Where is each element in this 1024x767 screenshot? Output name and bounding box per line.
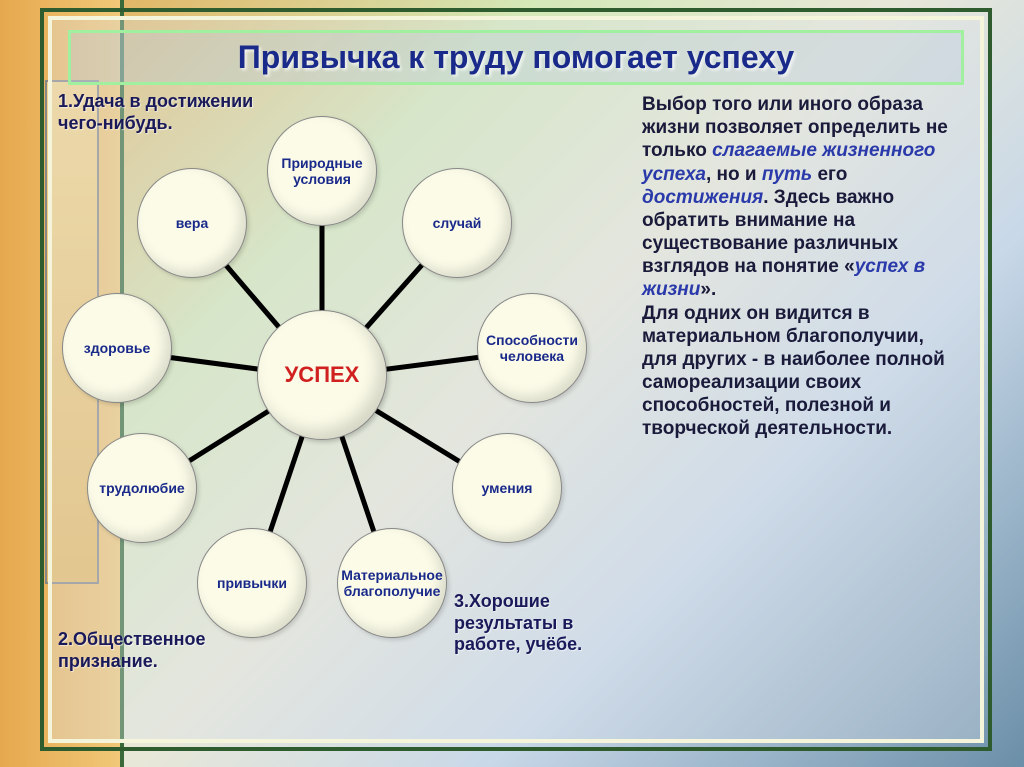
node-chance: случай [402,168,512,278]
desc-p2: Для одних он видится в материальном благ… [642,303,945,440]
desc-em2: путь [762,164,812,185]
node-habits: привычки [197,528,307,638]
slide-frame: Привычка к труду помогает успеху УСПЕХ Пр… [48,16,984,743]
node-nature: Природные условия [267,116,377,226]
node-faith: вера [137,168,247,278]
annotation-a1: 1.Удача в достижении чего-нибудь. [58,91,258,134]
title-box: Привычка к труду помогает успеху [68,30,964,85]
description-text: Выбор того или иного образа жизни позвол… [642,93,964,441]
node-health: здоровье [62,293,172,403]
node-work: трудолюбие [87,433,197,543]
desc-p1b2: его [812,164,847,185]
desc-em3: достижения [642,187,763,208]
content-area: УСПЕХ Природные условияслучай Способности … [62,93,970,713]
slide-title: Привычка к труду помогает успеху [81,39,951,76]
node-skills: умения [452,433,562,543]
annotation-a3: 3.Хорошие результаты в работе, учёбе. [454,591,634,656]
annotation-a2: 2.Общественное признание. [58,629,238,672]
desc-p1d: ». [700,279,716,300]
center-node: УСПЕХ [257,310,387,440]
node-material: Материальное благополучие [337,528,447,638]
success-diagram: УСПЕХ Природные условияслучай Способности … [62,93,632,713]
node-ability: Способности человека [477,293,587,403]
desc-p1b: , но и [706,164,762,185]
